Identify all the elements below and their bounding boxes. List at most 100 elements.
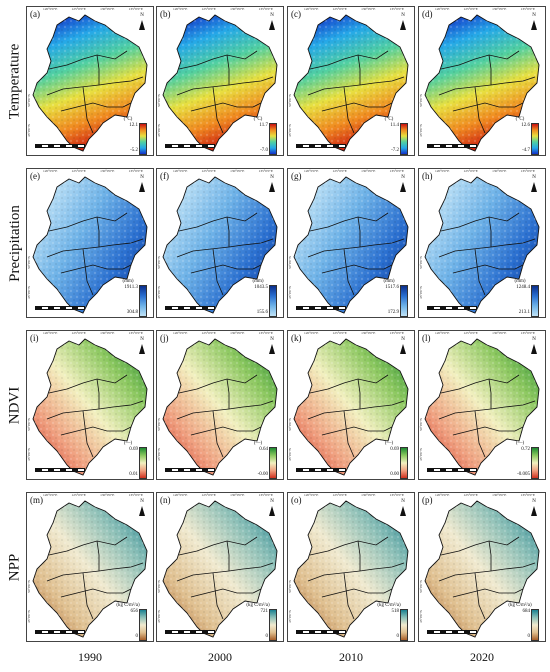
map-panel-i: 120°0'0"E 125°0'0"E 130°0'0"E 135°0'0"E 50°0… [26, 330, 154, 480]
scale-bar-line [35, 630, 85, 634]
lon-ticks: 120°0'0"E 125°0'0"E 130°0'0"E 135°0'0"E [43, 493, 143, 497]
legend-colorbar [400, 123, 408, 155]
legend-colorbar [269, 123, 277, 155]
lon-tick: 120°0'0"E [435, 331, 450, 335]
scale-bar-line [296, 630, 346, 634]
province-boundary [309, 212, 389, 232]
lat-tick: 45°0'0"N [27, 286, 31, 299]
legend-unit: (—) [384, 441, 394, 446]
lat-tick: 50°0'0"N [157, 580, 161, 593]
arrow-shape [269, 20, 275, 30]
panel-letter: (l) [422, 333, 431, 343]
arrow-shape [400, 506, 406, 516]
scale-bar-line [427, 306, 477, 310]
lon-tick: 120°0'0"E [173, 7, 188, 11]
map-panel-m: 120°0'0"E 125°0'0"E 130°0'0"E 135°0'0"E 50°0… [26, 492, 154, 642]
column-label-0: 1990 [78, 650, 102, 664]
lon-tick: 135°0'0"E [389, 169, 404, 173]
map-svg [162, 14, 278, 152]
region-texture [33, 501, 147, 637]
lon-tick: 135°0'0"E [128, 169, 143, 173]
legend-colorbar [139, 609, 147, 641]
arrow-shape [139, 506, 145, 516]
map-panel-d: 120°0'0"E 125°0'0"E 130°0'0"E 135°0'0"E 50°0… [418, 6, 546, 156]
region-texture [425, 177, 539, 313]
row-label-text: NDVI [6, 386, 23, 424]
north-label: N [140, 499, 144, 504]
province-boundary [226, 540, 230, 571]
legend-colorbar [139, 123, 147, 155]
map-svg [424, 14, 540, 152]
north-label: N [401, 13, 405, 18]
province-boundary [474, 572, 486, 620]
legend-unit: (—) [515, 441, 525, 446]
color-legend: (mm) 1911.3 304.8 [113, 279, 149, 317]
lon-tick: 125°0'0"E [463, 493, 478, 497]
column-label-2: 2010 [339, 650, 363, 664]
legend-colorbar [269, 447, 277, 479]
legend-max: 11.4 [390, 123, 399, 128]
lon-tick: 135°0'0"E [389, 331, 404, 335]
lon-tick: 135°0'0"E [128, 493, 143, 497]
province-boundary [190, 588, 262, 598]
province-boundary [440, 50, 520, 70]
lat-tick: 50°0'0"N [157, 94, 161, 107]
panel-letter: (f) [160, 171, 169, 181]
province-boundary [48, 50, 128, 70]
lat-tick: 50°0'0"N [288, 94, 292, 107]
lon-tick: 120°0'0"E [43, 331, 58, 335]
lon-tick: 125°0'0"E [201, 169, 216, 173]
color-legend: (mm) 1248.4 213.1 [505, 279, 541, 317]
lon-tick: 120°0'0"E [435, 493, 450, 497]
lat-tick: 50°0'0"N [419, 256, 423, 269]
lon-tick: 135°0'0"E [389, 7, 404, 11]
scale-bar [296, 467, 346, 472]
legend-unit: (mm) [514, 279, 526, 284]
arrow-shape [400, 182, 406, 192]
scale-bar-line [427, 144, 477, 148]
lon-tick: 125°0'0"E [71, 169, 86, 173]
province-boundary [190, 264, 262, 274]
north-label: N [401, 337, 405, 342]
lat-tick: 50°0'0"N [419, 418, 423, 431]
lon-tick: 135°0'0"E [520, 169, 535, 173]
legend-unit: (°C) [515, 117, 525, 122]
column-label-1: 2000 [208, 650, 232, 664]
scale-bar [427, 143, 477, 148]
province-boundary [452, 426, 524, 436]
province-boundary [488, 540, 492, 571]
north-arrow-icon: N [267, 337, 277, 355]
province-boundary [212, 410, 224, 458]
arrow-shape [531, 506, 537, 516]
scale-bar [165, 143, 215, 148]
legend-max: 0.69 [129, 447, 138, 452]
lon-tick: 135°0'0"E [520, 331, 535, 335]
map-panel-o: 120°0'0"E 125°0'0"E 130°0'0"E 135°0'0"E 50°0… [287, 492, 415, 642]
north-arrow-icon: N [529, 337, 539, 355]
scale-bar [35, 143, 85, 148]
province-boundary [343, 572, 355, 620]
panel-letter: (m) [30, 495, 43, 505]
north-arrow-icon: N [529, 175, 539, 193]
lat-tick: 50°0'0"N [27, 418, 31, 431]
color-legend: (°C) 11.7 -7.0 [243, 117, 279, 155]
province-boundary [440, 374, 520, 394]
lon-tick: 125°0'0"E [332, 169, 347, 173]
color-legend: (mm) 1517.6 172.9 [374, 279, 410, 317]
province-boundary [96, 216, 100, 247]
lon-tick: 120°0'0"E [435, 7, 450, 11]
province-boundary [321, 264, 393, 274]
lon-tick: 125°0'0"E [332, 493, 347, 497]
province-boundary [212, 572, 224, 620]
lat-tick: 45°0'0"N [288, 448, 292, 461]
map-svg [424, 500, 540, 638]
scale-bar [165, 305, 215, 310]
province-boundary [96, 378, 100, 409]
lon-ticks: 120°0'0"E 125°0'0"E 130°0'0"E 135°0'0"E [173, 331, 273, 335]
province-boundary [178, 536, 258, 556]
province-boundary [474, 248, 486, 296]
color-legend: (kg C/m²/a) 656 0 [113, 603, 149, 641]
legend-max: 12.1 [129, 123, 138, 128]
color-legend: (°C) 11.4 -7.2 [374, 117, 410, 155]
region-texture [425, 15, 539, 151]
